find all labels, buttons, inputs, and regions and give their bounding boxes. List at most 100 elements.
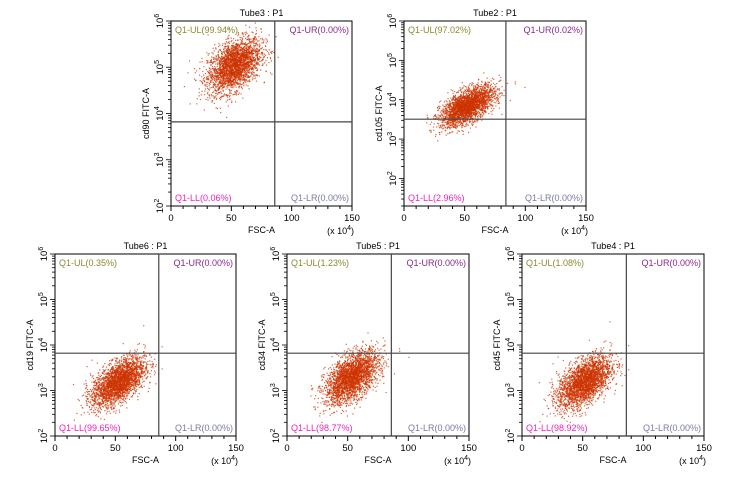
data-point bbox=[246, 32, 248, 34]
data-point bbox=[465, 108, 467, 110]
data-point bbox=[208, 94, 210, 96]
data-point bbox=[235, 92, 237, 94]
data-point bbox=[253, 72, 255, 74]
data-point bbox=[212, 76, 214, 78]
data-point bbox=[446, 116, 448, 118]
data-point bbox=[223, 48, 225, 51]
data-point bbox=[206, 82, 208, 84]
data-point bbox=[232, 61, 234, 63]
data-point bbox=[240, 86, 242, 88]
data-point bbox=[246, 36, 248, 38]
data-point bbox=[262, 42, 264, 44]
data-point bbox=[242, 37, 244, 39]
data-point bbox=[455, 122, 457, 124]
data-point bbox=[210, 61, 212, 63]
data-point bbox=[476, 112, 479, 114]
data-point bbox=[230, 81, 232, 83]
data-point bbox=[221, 96, 223, 98]
data-point bbox=[239, 78, 241, 80]
data-point bbox=[473, 113, 475, 116]
data-point bbox=[244, 67, 246, 69]
data-point bbox=[503, 95, 505, 97]
data-point bbox=[478, 78, 480, 80]
data-point bbox=[244, 37, 247, 39]
data-point bbox=[252, 68, 254, 70]
data-point bbox=[213, 97, 215, 99]
data-point bbox=[220, 99, 222, 101]
data-point bbox=[478, 91, 480, 93]
data-point bbox=[204, 88, 207, 90]
data-point bbox=[226, 63, 228, 65]
data-point bbox=[224, 75, 226, 77]
data-point bbox=[242, 78, 244, 80]
data-point bbox=[496, 100, 498, 102]
data-point bbox=[238, 79, 240, 81]
data-point bbox=[245, 66, 247, 68]
data-point bbox=[467, 89, 469, 91]
data-point bbox=[474, 108, 476, 110]
data-point bbox=[427, 117, 429, 119]
data-point bbox=[235, 48, 238, 50]
data-point bbox=[218, 82, 220, 84]
data-point bbox=[262, 52, 264, 54]
data-point bbox=[474, 121, 476, 123]
data-point bbox=[229, 53, 231, 55]
data-point bbox=[474, 91, 476, 93]
data-point bbox=[442, 119, 445, 122]
data-point bbox=[229, 92, 231, 94]
data-point bbox=[235, 49, 237, 51]
data-point bbox=[454, 125, 457, 127]
data-point bbox=[234, 75, 236, 77]
data-point bbox=[444, 115, 446, 118]
data-point bbox=[210, 59, 212, 62]
data-point bbox=[231, 81, 233, 83]
data-point bbox=[497, 97, 499, 99]
data-point bbox=[229, 83, 231, 85]
data-point bbox=[214, 83, 216, 85]
data-point bbox=[429, 123, 431, 126]
data-point bbox=[450, 114, 452, 116]
data-point bbox=[501, 92, 503, 94]
data-point bbox=[228, 40, 230, 43]
data-point bbox=[238, 47, 240, 49]
data-point bbox=[232, 80, 234, 82]
data-point bbox=[263, 41, 265, 43]
data-point bbox=[193, 68, 195, 70]
data-point bbox=[446, 114, 448, 116]
data-point bbox=[233, 46, 236, 48]
data-point bbox=[223, 85, 225, 87]
data-point bbox=[478, 104, 480, 106]
data-point bbox=[251, 73, 253, 75]
data-point bbox=[234, 64, 236, 66]
data-point bbox=[461, 102, 463, 104]
data-point bbox=[437, 109, 439, 111]
data-point bbox=[462, 114, 465, 116]
data-point bbox=[460, 96, 462, 99]
data-point bbox=[442, 110, 444, 112]
data-point bbox=[228, 60, 230, 62]
data-point bbox=[476, 99, 479, 102]
data-point bbox=[458, 121, 460, 123]
data-point bbox=[207, 54, 209, 56]
data-point bbox=[207, 62, 209, 64]
data-point bbox=[477, 82, 479, 84]
data-point bbox=[232, 75, 234, 77]
data-point bbox=[237, 58, 239, 60]
data-point bbox=[481, 115, 483, 117]
data-point bbox=[474, 94, 476, 96]
data-point bbox=[263, 56, 265, 58]
data-point bbox=[438, 123, 440, 125]
data-point bbox=[471, 101, 473, 103]
data-point bbox=[233, 47, 235, 49]
data-point bbox=[458, 95, 461, 97]
data-point bbox=[458, 115, 460, 117]
data-point bbox=[214, 66, 216, 68]
data-point bbox=[466, 122, 468, 124]
data-point bbox=[465, 114, 468, 116]
data-point bbox=[215, 57, 217, 59]
data-point bbox=[245, 43, 247, 46]
data-point bbox=[450, 116, 452, 118]
data-point bbox=[241, 66, 243, 68]
data-point bbox=[479, 94, 481, 96]
data-point bbox=[439, 105, 441, 107]
